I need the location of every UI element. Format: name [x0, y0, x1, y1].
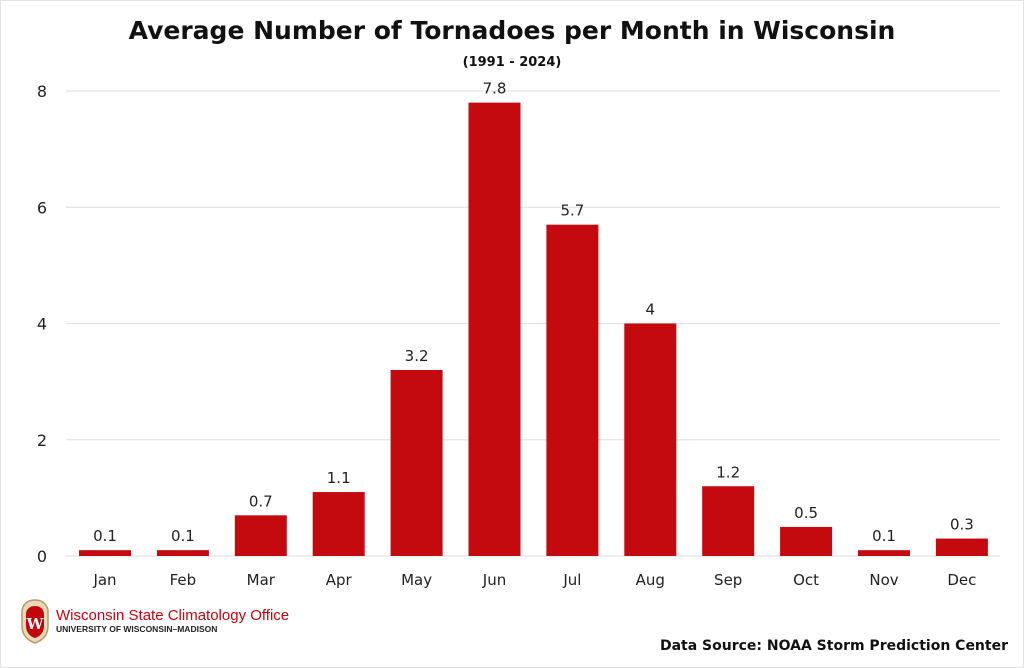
x-tick-label: Feb	[170, 571, 197, 589]
wsco-logo: W Wisconsin State Climatology Office UNI…	[20, 598, 289, 644]
bar-jul	[546, 224, 599, 556]
y-tick-label: 8	[37, 82, 47, 101]
chart-title: Average Number of Tornadoes per Month in…	[128, 16, 896, 45]
data-label: 0.7	[249, 492, 273, 510]
x-tick-label: Apr	[326, 571, 353, 589]
x-tick-label: Dec	[947, 571, 976, 589]
y-tick-label: 6	[37, 198, 47, 217]
logo-name: Wisconsin State Climatology Office	[56, 607, 290, 624]
x-tick-label: Aug	[636, 571, 665, 589]
x-tick-label: Mar	[247, 571, 276, 589]
bar-aug	[624, 323, 677, 556]
y-tick-label: 2	[37, 431, 47, 450]
data-label: 0.1	[93, 527, 117, 545]
y-tick-label: 0	[37, 547, 47, 566]
chart-subtitle: (1991 - 2024)	[462, 55, 562, 70]
data-label: 5.7	[560, 202, 584, 220]
x-tick-label: Oct	[793, 571, 819, 589]
x-tick-label: Jul	[562, 571, 581, 589]
svg-text:W: W	[26, 615, 45, 633]
bar-oct	[780, 526, 833, 556]
y-tick-label: 4	[37, 315, 47, 334]
x-tick-label: Jun	[482, 571, 506, 589]
logo-subtitle: UNIVERSITY OF WISCONSIN–MADISON	[56, 624, 218, 634]
data-label: 1.2	[716, 463, 740, 481]
x-tick-label: Sep	[714, 571, 742, 589]
bar-mar	[234, 515, 287, 556]
data-label: 3.2	[405, 347, 429, 365]
uw-crest-icon: W	[21, 599, 49, 644]
data-label: 0.1	[171, 527, 195, 545]
bar-jan	[79, 550, 131, 556]
bar-apr	[312, 492, 365, 556]
data-label: 0.5	[794, 504, 818, 522]
bar-may	[390, 370, 443, 556]
x-tick-label: May	[401, 571, 432, 589]
data-label: 0.1	[872, 527, 896, 545]
bar-dec	[935, 538, 988, 556]
data-label: 7.8	[483, 80, 507, 98]
x-tick-label: Jan	[92, 571, 116, 589]
bar-sep	[702, 486, 755, 556]
data-label: 0.3	[950, 516, 974, 534]
data-label: 4	[646, 301, 656, 319]
data-source: Data Source: NOAA Storm Prediction Cente…	[659, 638, 1008, 654]
bar-jun	[468, 102, 521, 556]
x-tick-label: Nov	[869, 571, 898, 589]
bar-feb	[156, 550, 209, 556]
data-label: 1.1	[327, 469, 351, 487]
bar-nov	[858, 550, 910, 556]
